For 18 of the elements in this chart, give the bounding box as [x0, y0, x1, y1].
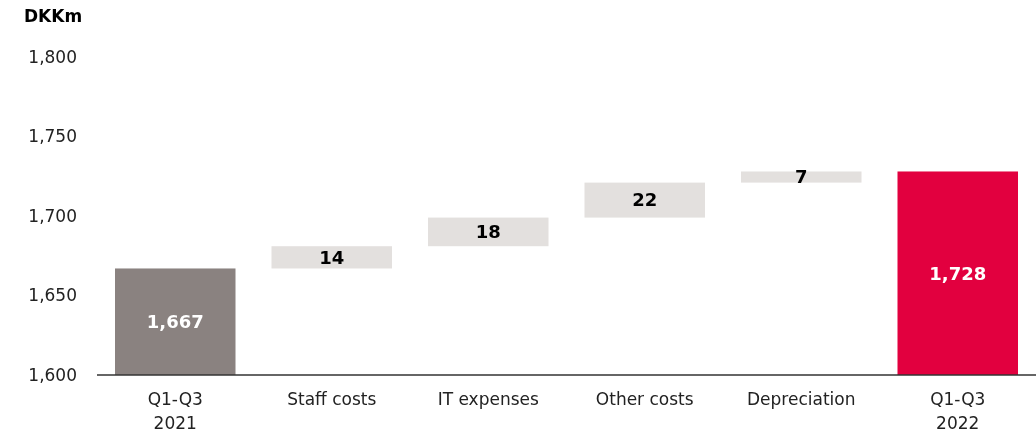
- x-tick-label: IT expenses: [437, 389, 539, 409]
- data-label: 22: [632, 189, 658, 211]
- x-tick-label: Staff costs: [287, 389, 377, 409]
- data-label: 1,667: [146, 311, 204, 333]
- data-label: 7: [794, 166, 808, 188]
- y-tick-label: 1,800: [28, 46, 77, 67]
- x-tick-label: Other costs: [595, 389, 694, 409]
- y-tick-label: 1,750: [28, 126, 77, 147]
- y-tick-label: 1,650: [28, 285, 77, 306]
- data-label: 18: [475, 221, 501, 243]
- data-label: 14: [319, 246, 345, 268]
- x-tick-label: Depreciation: [747, 389, 856, 409]
- y-tick-label: 1,700: [28, 205, 77, 226]
- x-tick-label: Q1-Q3 2022: [930, 389, 986, 433]
- y-tick-label: 1,600: [28, 364, 77, 385]
- y-axis-title: DKKm: [24, 6, 83, 26]
- data-label: 1,728: [929, 262, 987, 284]
- x-tick-label: Q1-Q3 2021: [147, 389, 203, 433]
